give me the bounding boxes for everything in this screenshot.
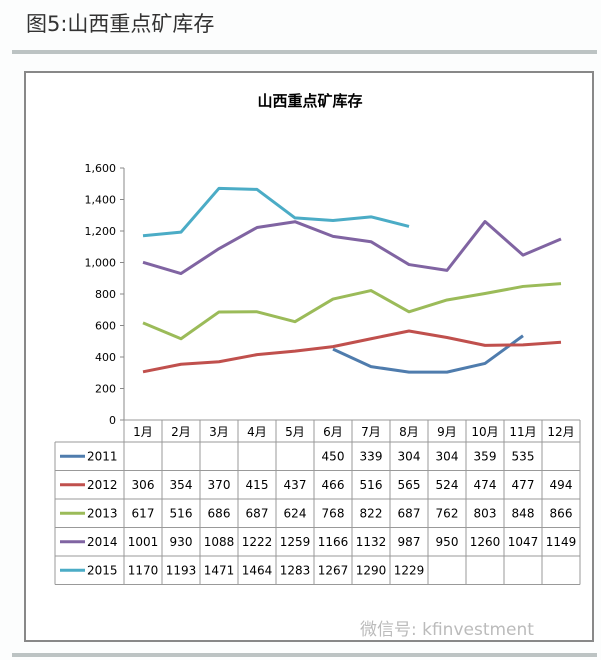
legend-label: 2014 (87, 535, 118, 549)
legend-label: 2012 (87, 478, 118, 492)
table-cell: 306 (132, 478, 155, 492)
x-category-label: 8月 (399, 425, 419, 439)
series-line-2014 (142, 220, 562, 276)
series-line-2011 (332, 334, 524, 374)
table-cell: 762 (436, 506, 459, 520)
table-cell: 1259 (280, 535, 311, 549)
y-tick-label: 800 (95, 288, 116, 301)
table-cell: 494 (550, 478, 573, 492)
x-category-label: 2月 (171, 425, 191, 439)
y-tick-label: 0 (109, 414, 116, 427)
table-cell: 565 (398, 478, 421, 492)
table-cell: 1170 (128, 563, 159, 577)
table-cell: 477 (512, 478, 535, 492)
table-cell: 415 (246, 478, 269, 492)
table-cell: 1222 (242, 535, 273, 549)
y-tick-label: 1,600 (85, 162, 117, 175)
table-cell: 304 (398, 449, 421, 463)
table-cell: 930 (170, 535, 193, 549)
table-cell: 1166 (318, 535, 349, 549)
series-line-2012 (142, 329, 562, 374)
x-category-label: 12月 (547, 425, 574, 439)
table-cell: 987 (398, 535, 421, 549)
y-tick-label: 1,400 (85, 194, 117, 207)
table-cell: 1149 (546, 535, 577, 549)
table-cell: 1001 (128, 535, 159, 549)
watermark: 微信号: kfinvestment (360, 615, 534, 640)
x-category-label: 1月 (133, 425, 153, 439)
table-cell: 1088 (204, 535, 235, 549)
table-cell: 535 (512, 449, 535, 463)
table-cell: 803 (474, 506, 497, 520)
x-category-label: 5月 (285, 425, 305, 439)
y-tick-label: 200 (95, 383, 116, 396)
table-cell: 866 (550, 506, 573, 520)
table-cell: 1290 (356, 563, 387, 577)
table-cell: 524 (436, 478, 459, 492)
top-divider (12, 50, 597, 54)
table-cell: 1283 (280, 563, 311, 577)
y-tick-label: 1,000 (85, 257, 117, 270)
table-cell: 1193 (166, 563, 197, 577)
table-cell: 1464 (242, 563, 273, 577)
table-cell: 339 (360, 449, 383, 463)
table-cell: 848 (512, 506, 535, 520)
table-cell: 437 (284, 478, 307, 492)
table-cell: 354 (170, 478, 193, 492)
table-cell: 359 (474, 449, 497, 463)
table-cell: 1047 (508, 535, 539, 549)
table-cell: 474 (474, 478, 497, 492)
table-cell: 1260 (470, 535, 501, 549)
table-cell: 450 (322, 449, 345, 463)
figure-title: 图5:山西重点矿库存 (26, 12, 215, 36)
x-category-label: 11月 (509, 425, 536, 439)
legend-label: 2013 (87, 506, 118, 520)
y-tick-label: 400 (95, 351, 116, 364)
legend-label: 2015 (87, 563, 118, 577)
table-cell: 768 (322, 506, 345, 520)
table-cell: 516 (170, 506, 193, 520)
x-category-label: 9月 (437, 425, 457, 439)
table-cell: 687 (246, 506, 269, 520)
legend-label: 2011 (87, 449, 118, 463)
table-cell: 687 (398, 506, 421, 520)
table-cell: 624 (284, 506, 307, 520)
x-category-label: 7月 (361, 425, 381, 439)
table-cell: 516 (360, 478, 383, 492)
table-cell: 617 (132, 506, 155, 520)
table-cell: 1471 (204, 563, 235, 577)
table-cell: 304 (436, 449, 459, 463)
x-category-label: 3月 (209, 425, 229, 439)
series-line-2015 (142, 186, 410, 238)
table-cell: 466 (322, 478, 345, 492)
x-category-label: 6月 (323, 425, 343, 439)
table-cell: 1132 (356, 535, 387, 549)
chart-frame (24, 71, 594, 642)
y-tick-label: 1,200 (85, 225, 117, 238)
bottom-divider (12, 653, 597, 657)
table-cell: 1229 (394, 563, 425, 577)
x-category-label: 10月 (471, 425, 498, 439)
series-line-2013 (142, 282, 562, 341)
table-cell: 686 (208, 506, 231, 520)
x-category-label: 4月 (247, 425, 267, 439)
table-cell: 950 (436, 535, 459, 549)
table-cell: 822 (360, 506, 383, 520)
table-cell: 370 (208, 478, 231, 492)
table-cell: 1267 (318, 563, 349, 577)
chart-title: 山西重点矿库存 (257, 92, 362, 110)
y-tick-label: 600 (95, 320, 116, 333)
